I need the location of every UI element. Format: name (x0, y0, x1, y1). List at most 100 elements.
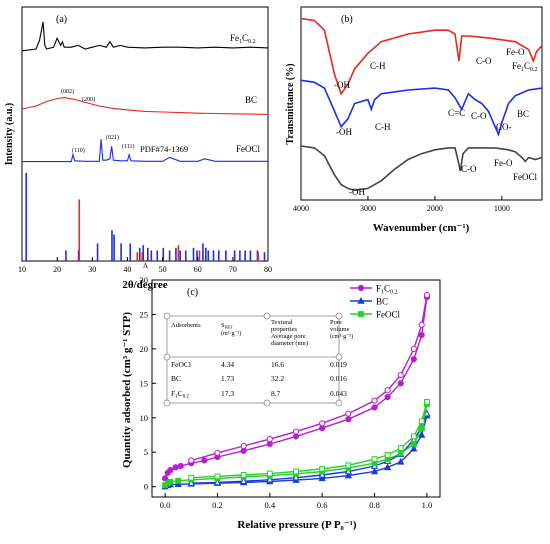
blue-bc-label: BC (517, 109, 529, 119)
data-point (213, 478, 222, 486)
data-point (384, 452, 391, 458)
data-point (370, 467, 379, 475)
table-header: SBET (221, 322, 233, 330)
panel-a-label-bc: BC (245, 95, 257, 105)
data-point (319, 465, 326, 472)
data-point (371, 456, 378, 463)
table-handle (335, 399, 343, 407)
x-tick-label: 30 (88, 265, 96, 274)
table-header: Average pore (271, 333, 306, 340)
bet-table: Adsorbents SBET(m²·g⁻¹) Texturalproperties… (163, 312, 353, 407)
table-handle (163, 399, 171, 407)
table-handle (335, 312, 343, 320)
table-handle (163, 353, 171, 361)
data-point (397, 380, 404, 387)
xrd-curve-BC (21, 97, 269, 115)
panel-a-xlabel: 2θ/degree (122, 279, 167, 291)
data-point (266, 475, 274, 483)
panel-a-pdf-label: PDF#74-1369 (140, 144, 188, 154)
legend-label: BC (376, 297, 388, 307)
data-point (345, 462, 352, 469)
table-cell: 1.73 (221, 374, 234, 383)
data-point (266, 470, 273, 477)
data-point (397, 457, 405, 465)
panel-a-label-fe1c: Fe1C0.2 (230, 33, 256, 45)
data-point (292, 428, 300, 435)
peak-110-label: (110) (72, 147, 85, 154)
isotherm-BC (161, 409, 431, 490)
data-point (418, 425, 425, 432)
data-point (423, 292, 431, 299)
x-tick-label: 60 (194, 265, 202, 274)
panel-c-ylabel: Quantity adsorbed (cm³ g⁻¹ STP) (121, 312, 133, 468)
panel-a: (a) 10 20 30 40 50 60 70 80 2θ/degree Intensity… (4, 6, 272, 291)
panel-c-xlabel: Relative pressure (P P₀⁻¹) (237, 519, 357, 531)
data-point (167, 478, 174, 485)
data-point (214, 473, 221, 480)
table-handle (263, 312, 271, 320)
data-point (418, 418, 425, 425)
peak-021-label: (021) (106, 134, 119, 141)
panel-b-xlabel: Wavenumber (cm⁻¹) (373, 222, 470, 234)
panel-c: (c) Adsorbents SBET(m²·g⁻¹) Texturalproper… (121, 275, 441, 531)
xrd-curve-Fe1C0.2 (21, 21, 269, 52)
table-header: Adsorbents (171, 322, 201, 329)
red-co-label: C-O (476, 56, 492, 66)
table-cell: 8.7 (271, 389, 281, 398)
legend-label: F1C0.2 (376, 284, 398, 296)
data-point (371, 397, 378, 404)
gray-co-label: C-O (461, 164, 477, 174)
panel-b-ylabel: Transmittance (%) (285, 63, 296, 144)
table-cell: 0.019 (330, 360, 347, 369)
table-cell: FeOCl (171, 360, 191, 369)
table-header: (m²·g⁻¹) (221, 330, 241, 337)
data-point (161, 475, 169, 482)
data-point (319, 420, 326, 427)
ftir-curve-FeOCl (300, 145, 543, 192)
legend-label: FeOCl (376, 310, 401, 320)
peak-111-label: (111) (122, 143, 135, 150)
table-cell: BC (171, 374, 181, 383)
data-point (344, 471, 353, 479)
panel-b-frame (300, 6, 543, 201)
data-point (266, 436, 273, 443)
data-point (293, 468, 299, 475)
data-point (397, 371, 404, 379)
x-tick-label: 10 (18, 265, 26, 274)
peak-200-label: (200) (82, 96, 95, 103)
data-point (345, 416, 352, 423)
x-tick-label: 80 (264, 265, 272, 274)
data-point (239, 477, 248, 484)
table-header: Pore (330, 319, 342, 326)
table-cell: 0.043 (330, 389, 347, 398)
data-point (201, 457, 208, 464)
data-point (358, 311, 364, 317)
x-tick-label: 0.0 (160, 500, 171, 510)
isotherm-FeOCl (162, 399, 430, 489)
y-tick-label: 5 (144, 447, 148, 457)
y-tick-label: 25 (140, 309, 149, 319)
data-point (240, 472, 247, 478)
panel-a-label-feocl: FeOCl (236, 144, 261, 154)
panel-b: (b) 4000 3000 2000 1000 Wavenumber (cm⁻¹) T… (285, 6, 543, 234)
data-point (357, 284, 365, 292)
x-tick-label: 1.0 (422, 500, 433, 510)
x-tick-label: 0.2 (212, 500, 223, 510)
table-cell: 16.6 (271, 360, 284, 369)
panel-a-ylabel: Intensity (a.u.) (4, 103, 15, 166)
data-point (410, 441, 417, 447)
data-point (384, 387, 391, 394)
table-header: diameter (nm) (271, 340, 308, 347)
gray-feocl-label: FeOCl (513, 172, 538, 182)
data-point (187, 479, 195, 486)
table-frame (166, 315, 340, 404)
x-tick-label: 3000 (360, 204, 376, 213)
red-ch-label: C-H (370, 61, 386, 71)
x-tick-label: 0.4 (265, 500, 276, 510)
data-point (418, 321, 425, 328)
panel-c-frame (151, 279, 441, 498)
y-tick-label: 10 (140, 413, 149, 423)
table-header: (cm³·g⁻¹) (330, 333, 353, 340)
isotherm-F1C0.2 (161, 292, 431, 482)
